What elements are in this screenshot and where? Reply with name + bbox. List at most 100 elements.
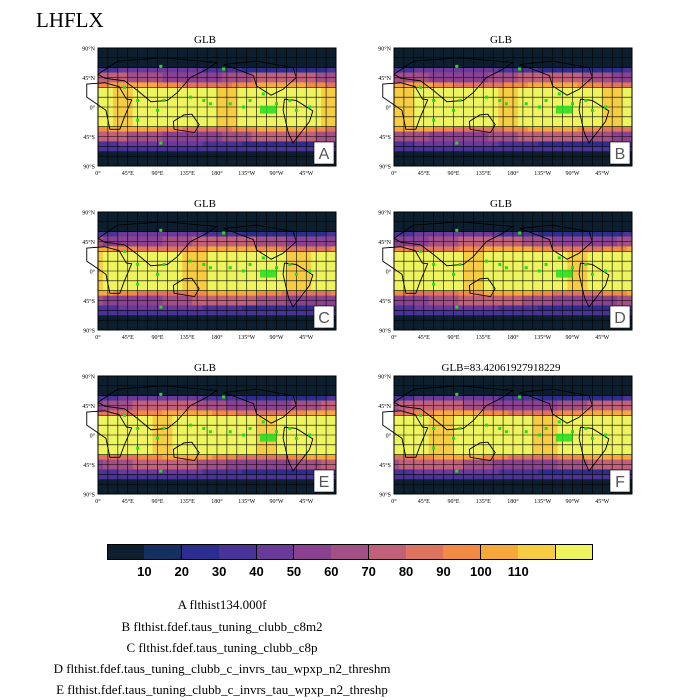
lon-label: 0° [95, 170, 101, 177]
lat-label: 90°S [83, 328, 95, 335]
lon-label: 90°W [269, 498, 283, 505]
colorbar-swatch [219, 544, 258, 560]
lat-label: 90°S [379, 492, 391, 499]
colorbar-tick-label: 100 [469, 564, 492, 579]
lat-label: 90°S [83, 492, 95, 499]
colorbar-tick-label: 110 [507, 564, 529, 579]
map-panel-c: GLB 90°N 45°N 0° 45°S 90°S 0° 45°E 90°E 135°E 180°… [60, 198, 350, 348]
lat-label: 45°N [378, 239, 391, 246]
lon-label: 135°E [476, 498, 491, 505]
lon-label: 180° [507, 170, 519, 177]
lat-label: 0° [386, 433, 392, 440]
map-plot: 90°N45°N0°45°S90°S0° 45°E 90°E 135°E 180° 135… [82, 46, 337, 177]
map-plot: 90°N45°N0°45°S90°S0° 45°E 90°E 135°E 180° 135… [82, 210, 337, 341]
panel-title: GLB=83.42061927918229 [441, 362, 561, 374]
lat-label: 45°N [378, 75, 391, 82]
map-plot: 90°N45°N0°45°S90°S0° 45°E 90°E 135°E 180° 135… [378, 374, 633, 505]
lon-label: 90°E [151, 334, 163, 341]
colorbar-swatch [144, 544, 183, 560]
map-plot: 90°N45°N0°45°S90°S0° 45°E 90°E 135°E 180° 135… [378, 46, 633, 177]
legend-entry: B flthist.fdef.taus_tuning_clubb_c8m2 [121, 619, 323, 634]
lon-label: 90°W [269, 334, 283, 341]
lat-label: 0° [386, 105, 392, 112]
colorbar-swatch [518, 544, 557, 560]
lon-label: 90°E [151, 170, 163, 177]
lon-label: 135°W [534, 334, 551, 341]
legend-entry: D flthist.fdef.taus_tuning_clubb_c_invrs… [53, 661, 391, 676]
lat-label: 0° [90, 269, 96, 276]
lon-label: 45°W [595, 498, 609, 505]
panel-letter: C [318, 310, 330, 327]
map-panel-a: GLB 90°N 45°N 0° 45°S 90°S 0° 45°E 90°E 135°E 180°… [60, 34, 350, 184]
lat-label: 90°N [82, 374, 95, 381]
lat-label: 45°N [82, 403, 95, 410]
lat-label: 90°S [83, 164, 95, 171]
page-title: LHFLX [36, 8, 104, 32]
lon-label: 90°E [447, 498, 459, 505]
colorbar-frame [107, 544, 593, 560]
lat-label: 45°S [83, 298, 95, 305]
lon-label: 90°W [565, 498, 579, 505]
colorbar-swatch [443, 544, 482, 560]
lat-label: 45°N [82, 239, 95, 246]
legend-entry: A flthist134.000f [177, 597, 267, 612]
map-plot: 90°N45°N0°45°S90°S0° 45°E 90°E 135°E 180° 135… [378, 210, 633, 341]
lon-label: 135°E [180, 170, 195, 177]
colorbar-tick-label: 20 [174, 564, 189, 579]
lon-label: 45°W [299, 498, 313, 505]
map-panel-f: GLB=83.42061927918229 90°N 45°N 0° 45°S 90°S 0… [356, 362, 646, 512]
lon-label: 180° [211, 334, 223, 341]
lat-label: 45°S [379, 298, 391, 305]
lon-label: 180° [211, 498, 223, 505]
lon-label: 0° [391, 170, 397, 177]
lat-label: 45°N [82, 75, 95, 82]
colorbar-tick-label: 80 [398, 564, 414, 579]
lat-label: 90°N [82, 210, 95, 217]
lon-label: 135°W [534, 498, 551, 505]
colorbar-tick-label: 60 [324, 564, 339, 579]
panel-title: GLB [490, 198, 512, 210]
lon-label: 180° [507, 498, 519, 505]
colorbar-tick-label: 40 [249, 564, 264, 579]
colorbar-tick-label: 50 [286, 564, 302, 579]
panel-title: GLB [194, 34, 216, 46]
lon-label: 135°E [476, 170, 491, 177]
lon-label: 135°W [534, 170, 551, 177]
panel-title: GLB [490, 34, 512, 46]
colorbar-swatch [256, 544, 295, 560]
lon-label: 135°E [476, 334, 491, 341]
lat-label: 90°N [378, 374, 391, 381]
lon-label: 45°E [418, 170, 430, 177]
lon-label: 135°W [238, 498, 255, 505]
lon-label: 90°E [151, 498, 163, 505]
colorbar: 10 20 30 40 50 60 70 80 90 100 110 [107, 544, 594, 582]
panel-letter: A [319, 146, 330, 163]
map-panel-b: GLB 90°N 45°N 0° 45°S 90°S 0° 45°E 90°E 135°E 180°… [356, 34, 646, 184]
colorbar-swatch [331, 544, 370, 560]
lon-label: 180° [211, 170, 223, 177]
lat-label: 45°S [83, 462, 95, 469]
lon-label: 45°E [122, 170, 134, 177]
lon-label: 45°W [299, 170, 313, 177]
lon-label: 90°W [269, 170, 283, 177]
lon-label: 0° [391, 334, 397, 341]
lat-label: 90°N [378, 210, 391, 217]
lon-label: 45°E [122, 334, 134, 341]
lon-label: 45°W [595, 170, 609, 177]
lon-label: 135°E [180, 334, 195, 341]
lon-label: 45°E [418, 334, 430, 341]
lon-label: 90°E [447, 334, 459, 341]
colorbar-tick-label: 90 [436, 564, 451, 579]
lon-label: 90°E [447, 170, 459, 177]
lat-label: 90°S [379, 164, 391, 171]
colorbar-tick-label: 10 [137, 564, 152, 579]
panel-letter: B [615, 146, 626, 163]
map-panel-e: GLB 90°N 45°N 0° 45°S 90°S 0° 45°E 90°E 135°E 180°… [60, 362, 350, 512]
panel-letter: D [614, 310, 626, 327]
lon-label: 90°W [565, 334, 579, 341]
lon-label: 135°E [180, 498, 195, 505]
lon-label: 45°W [595, 334, 609, 341]
legend-entry: E flthist.fdef.taus_tuning_clubb_c_invrs… [56, 682, 388, 697]
map-panel-d: GLB 90°N 45°N 0° 45°S 90°S 0° 45°E 90°E 135°E 180°… [356, 198, 646, 348]
lat-label: 45°S [83, 134, 95, 141]
